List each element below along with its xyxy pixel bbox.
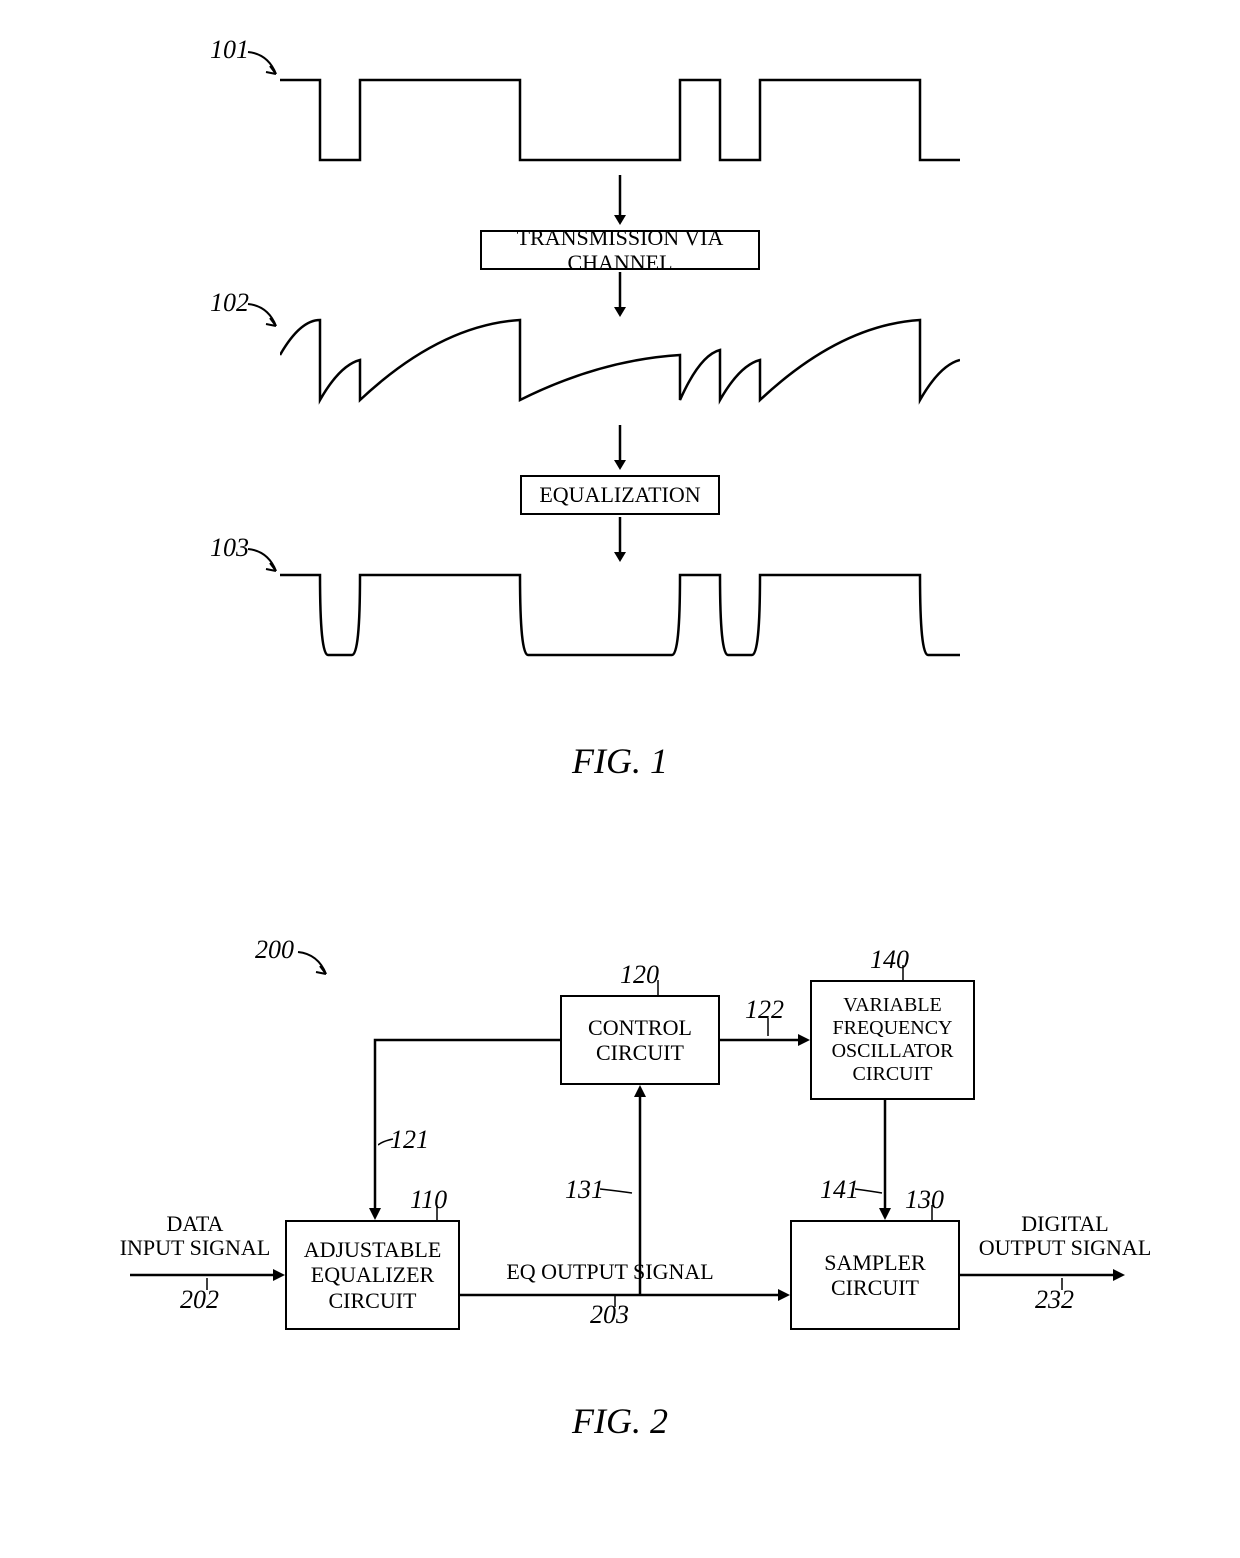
fig2-caption: FIG. 2 [0,1400,1240,1442]
sampler-label: SAMPLER CIRCUIT [824,1250,925,1301]
ref-102-arrow [240,300,290,340]
data-input-label: DATA INPUT SIGNAL [115,1212,275,1260]
ref-131-lead [600,1185,635,1200]
ref-202-lead [202,1278,217,1293]
waveform-102 [280,305,960,425]
ref-140-lead [895,965,915,983]
eq-output-label: EQ OUTPUT SIGNAL [500,1260,720,1284]
equalization-box: EQUALIZATION [520,475,720,515]
equalization-label: EQUALIZATION [539,482,700,507]
ref-141-lead [855,1185,885,1200]
ref-203-lead [610,1295,625,1310]
arrow-digital-output [960,1265,1130,1285]
equalizer-label: ADJUSTABLE EQUALIZER CIRCUIT [304,1237,442,1313]
arrow-102-to-equalization [605,425,635,475]
waveform-101 [280,60,960,180]
transmission-box: TRANSMISSION VIA CHANNEL [480,230,760,270]
control-circuit-box: CONTROL CIRCUIT [560,995,720,1085]
ref-200-arrow [290,948,340,988]
figure-2: 200 CONTROL CIRCUIT 120 VARIABLE FREQUEN… [0,930,1240,1550]
vfo-label: VARIABLE FREQUENCY OSCILLATOR CIRCUIT [832,994,954,1086]
ref-121-lead [378,1135,396,1153]
vfo-box: VARIABLE FREQUENCY OSCILLATOR CIRCUIT [810,980,975,1100]
ref-101-arrow [240,48,290,88]
ref-200: 200 [255,935,294,965]
ref-122-lead [763,1018,773,1038]
ref-141: 141 [820,1175,859,1205]
ref-130-lead [927,1205,942,1223]
ref-232-lead [1057,1278,1072,1293]
ref-131: 131 [565,1175,604,1205]
digital-output-label: DIGITAL OUTPUT SIGNAL [970,1212,1160,1260]
waveform-103 [280,555,960,675]
equalizer-box: ADJUSTABLE EQUALIZER CIRCUIT [285,1220,460,1330]
ref-103-arrow [240,545,290,585]
control-circuit-label: CONTROL CIRCUIT [588,1015,692,1066]
fig1-caption: FIG. 1 [0,740,1240,782]
sampler-box: SAMPLER CIRCUIT [790,1220,960,1330]
diagram-container: 101 TRANSMISSION VIA CHANNEL 102 [0,0,1240,1558]
arrow-101-to-transmission [605,175,635,230]
transmission-label: TRANSMISSION VIA CHANNEL [490,225,750,276]
figure-1: 101 TRANSMISSION VIA CHANNEL 102 [0,0,1240,820]
arrow-vfo-to-sampler [875,1100,895,1225]
ref-120-lead [650,980,670,998]
